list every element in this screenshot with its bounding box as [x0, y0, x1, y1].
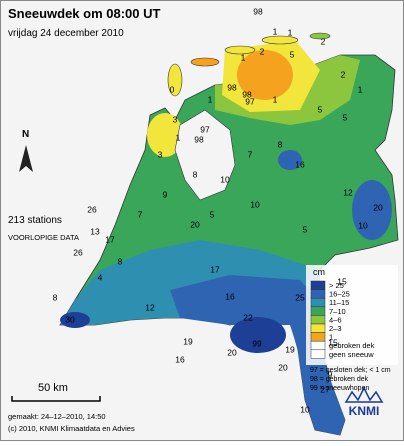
legend-label: 11–15 — [329, 298, 349, 307]
legend-swatch — [310, 315, 326, 325]
station-value: 9 — [328, 369, 333, 379]
station-value: 26 — [87, 204, 97, 214]
legend-label: 1 — [329, 333, 333, 342]
station-value: 26 — [73, 247, 83, 257]
station-value: 1 — [273, 26, 278, 36]
legend-note: 97 = gesloten dek; < 1 cm — [310, 367, 391, 374]
logo: KNMI — [349, 404, 380, 418]
scale-bar — [11, 396, 101, 402]
station-value: 8 — [53, 292, 58, 302]
station-value: 1 — [273, 94, 278, 104]
station-value: 27 — [320, 384, 330, 394]
station-value: 3 — [158, 149, 163, 159]
legend-note: 98 = gebroken dek — [310, 376, 369, 383]
data-status: VOORLOPIGE DATA — [8, 233, 79, 242]
station-count: 213 stations — [8, 215, 62, 226]
station-value: 25 — [295, 292, 305, 302]
legend-swatch — [310, 340, 326, 351]
station-value: 12 — [343, 187, 353, 197]
legend-swatch — [310, 297, 326, 308]
station-value: 19 — [285, 344, 295, 354]
legend-swatch — [310, 280, 326, 290]
station-value: 8 — [118, 256, 123, 266]
station-value: 5 — [343, 112, 348, 122]
legend-unit: cm — [313, 267, 325, 277]
station-value: 2 — [260, 46, 265, 56]
station-value: 98 — [242, 89, 252, 99]
station-value: 9 — [163, 189, 168, 199]
station-value: 20 — [190, 219, 200, 229]
station-value: 98 — [227, 82, 237, 92]
station-value: 8 — [193, 169, 198, 179]
station-value: 10 — [358, 220, 368, 230]
station-value: 2 — [321, 36, 326, 46]
logo-crown — [344, 386, 384, 403]
legend-label: 16–25 — [329, 290, 350, 299]
station-value: 16 — [295, 159, 305, 169]
north-label: N — [22, 129, 29, 140]
station-value: 1 — [241, 52, 246, 62]
station-value: 2 — [341, 69, 346, 79]
legend-swatch — [310, 323, 326, 333]
station-value: 1 — [288, 27, 293, 37]
station-value: 15 — [328, 337, 338, 347]
station-value: 17 — [210, 264, 220, 274]
station-value: 22 — [243, 312, 253, 322]
station-value: 98 — [194, 134, 204, 144]
station-value: 10 — [300, 404, 310, 414]
made: gemaakt: 24–12–2010, 14:50 — [8, 412, 106, 421]
legend-swatch — [310, 349, 326, 359]
station-value: 98 — [253, 6, 263, 16]
scale-label: 50 km — [38, 382, 68, 394]
station-value: 5 — [290, 49, 295, 59]
legend-label: 2–3 — [329, 324, 342, 333]
station-value: 99 — [252, 338, 262, 348]
station-value: 13 — [90, 226, 100, 236]
legend-label: 7–10 — [329, 307, 346, 316]
station-value: 3 — [173, 114, 178, 124]
station-value: 4 — [98, 272, 103, 282]
station-value: 19 — [183, 336, 193, 346]
title: Sneeuwdek om 08:00 UT — [8, 6, 160, 21]
legend-label: gebroken dek — [329, 341, 375, 350]
station-value: 7 — [138, 209, 143, 219]
legend-swatch — [310, 332, 326, 342]
subtitle: vrijdag 24 december 2010 — [8, 28, 124, 39]
station-value: 30 — [65, 314, 75, 324]
station-value: 0 — [170, 84, 175, 94]
legend-label: geen sneeuw — [329, 350, 374, 359]
copyright: (c) 2010, KNMI Klimaatdata en Advies — [8, 424, 135, 433]
station-value: 5 — [210, 209, 215, 219]
station-value: 12 — [145, 302, 155, 312]
station-value: 1 — [176, 132, 181, 142]
legend-swatch — [310, 289, 326, 299]
station-value: 20 — [227, 347, 237, 357]
station-value: 15 — [337, 276, 347, 286]
legend-label: 4–6 — [329, 315, 342, 324]
north-arrow — [19, 145, 33, 172]
station-value: 97 — [200, 124, 210, 134]
station-value: 8 — [278, 139, 283, 149]
legend-label: > 25 — [329, 281, 344, 290]
station-value: 16 — [225, 291, 235, 301]
legend-swatch — [310, 306, 326, 316]
station-value: 1 — [208, 94, 213, 104]
station-value: 16 — [175, 354, 185, 364]
station-value: 20 — [373, 202, 383, 212]
station-value: 10 — [250, 199, 260, 209]
station-value: 17 — [105, 234, 115, 244]
station-value: 97 — [245, 96, 255, 106]
station-value: 20 — [278, 362, 288, 372]
station-value: 5 — [318, 104, 323, 114]
legend-note: 99 = sneeuwhopen — [310, 385, 369, 392]
station-value: 1 — [358, 84, 363, 94]
station-value: 5 — [303, 224, 308, 234]
station-value: 7 — [248, 149, 253, 159]
station-value: 10 — [220, 174, 230, 184]
